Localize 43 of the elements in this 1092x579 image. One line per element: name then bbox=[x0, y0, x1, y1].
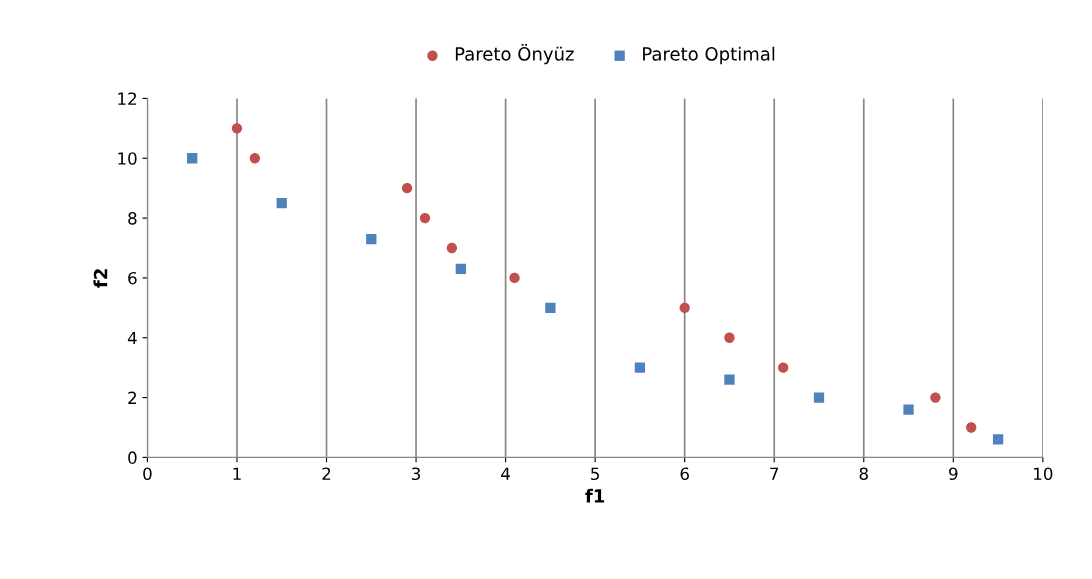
x-tick-label: 3 bbox=[412, 467, 421, 481]
x-tick-label: 9 bbox=[949, 467, 958, 481]
x-tick-label: 4 bbox=[501, 467, 510, 480]
point bbox=[930, 392, 941, 403]
x-tick-label: 5 bbox=[591, 467, 599, 481]
point bbox=[679, 302, 690, 313]
point bbox=[724, 332, 735, 343]
point bbox=[231, 123, 243, 134]
point bbox=[446, 242, 458, 254]
y-axis-title: f2 bbox=[93, 269, 108, 288]
y-tick-label: 4 bbox=[127, 331, 137, 345]
y-tick-label: 12 bbox=[118, 92, 137, 105]
point bbox=[509, 272, 520, 284]
legend-label: Pareto Optimal bbox=[643, 46, 775, 65]
point bbox=[401, 183, 413, 194]
x-tick-label: 2 bbox=[322, 467, 331, 480]
point bbox=[249, 153, 261, 164]
x-tick-label: 7 bbox=[770, 467, 779, 480]
x-tick-label: 8 bbox=[859, 467, 868, 481]
point bbox=[778, 362, 789, 373]
x-tick-label: 6 bbox=[680, 467, 689, 481]
point bbox=[276, 197, 287, 209]
point bbox=[545, 302, 556, 313]
x-tick-label: 0 bbox=[143, 467, 152, 481]
x-tick-label: 1 bbox=[233, 467, 241, 480]
point bbox=[813, 392, 825, 403]
y-tick-label: 0 bbox=[128, 451, 137, 464]
y-tick-label: 10 bbox=[118, 152, 137, 165]
point bbox=[903, 404, 914, 415]
x-axis-title: f1 bbox=[585, 488, 605, 503]
point bbox=[187, 153, 198, 164]
x-tick-label: 10 bbox=[1034, 467, 1053, 481]
point bbox=[455, 263, 466, 275]
point bbox=[634, 362, 646, 373]
y-tick-label: 2 bbox=[128, 391, 137, 404]
y-tick-label: 6 bbox=[128, 271, 137, 285]
point bbox=[419, 212, 431, 224]
point bbox=[992, 434, 1004, 445]
legend-label: Pareto Önyüz bbox=[455, 44, 574, 65]
point bbox=[366, 233, 377, 245]
y-tick-label: 8 bbox=[128, 212, 137, 225]
point bbox=[966, 422, 977, 433]
point bbox=[724, 374, 735, 385]
